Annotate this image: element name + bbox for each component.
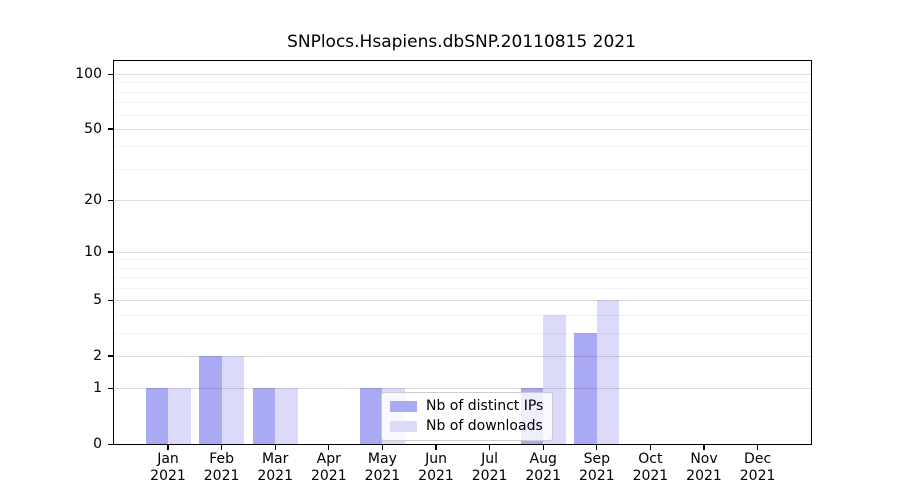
y-axis-tick [108,199,114,201]
y-axis-tick-label: 0 [93,436,102,452]
bar-nb-of-distinct-ips-feb [199,355,222,444]
x-axis-tick-label: Mar 2021 [257,451,293,484]
y-axis-tick [108,299,114,302]
bar-nb-of-distinct-ips-jan [145,388,168,444]
y-axis-tick-label: 20 [84,192,102,208]
x-axis-tick [703,445,705,450]
legend-label-distinct-ips: Nb of distinct IPs [426,398,544,414]
y-axis-tick [108,355,114,357]
x-axis-tick [649,445,652,450]
legend-swatch-downloads-icon [390,421,417,432]
x-axis-tick-label: Jun 2021 [418,451,454,484]
x-axis-tick [220,445,223,450]
x-axis-tick [167,445,169,450]
legend: Nb of distinct IPs Nb of downloads [381,392,554,441]
axis-layer: 0 1 2 5 10 20 50 100 Jan 2021 Feb 2021 Mar 2021 Apr… [75,61,811,484]
bar-nb-of-distinct-ips-sep [574,332,597,444]
y-axis-tick-label: 100 [75,66,102,83]
x-axis-tick [435,445,437,450]
bar-nb-of-downloads-feb [221,355,245,444]
x-axis-tick-label: Dec 2021 [739,451,776,484]
y-axis-tick [108,251,114,253]
x-axis-tick [274,445,276,450]
x-axis-tick-label: May 2021 [364,451,401,484]
x-axis-tick [328,445,330,450]
chart-title: SNPlocs.Hsapiens.dbSNP.20110815 2021 [287,32,636,52]
x-axis-tick-label: Jul 2021 [471,451,508,484]
x-axis-tick-label: Nov 2021 [686,451,722,484]
y-axis-tick-label: 5 [93,292,102,309]
x-axis-tick-label: Feb 2021 [203,451,240,484]
x-axis-tick-label: Oct 2021 [632,451,669,484]
x-axis-tick [488,445,491,450]
y-axis-tick-label: 1 [93,380,102,397]
y-axis-tick [108,73,114,75]
x-axis-tick [542,445,544,450]
bar-nb-of-distinct-ips-mar [252,388,276,444]
x-axis-tick-label: Sep 2021 [578,451,615,484]
bar-nb-of-distinct-ips-may [359,388,383,444]
legend-swatch-distinct-ips-icon [390,401,417,412]
legend-label-downloads: Nb of downloads [426,418,543,434]
bar-nb-of-downloads-jan [168,388,191,444]
x-axis-tick-label: Aug 2021 [525,451,561,484]
y-axis-tick [108,128,114,130]
bar-nb-of-downloads-sep [596,300,620,444]
x-axis-tick [596,445,598,450]
plot-area: 0 1 2 5 10 20 50 100 Jan 2021 Feb 2021 Mar 2021 Apr… [75,60,812,484]
x-axis-tick-label: Apr 2021 [310,451,347,484]
y-axis-tick [108,387,114,390]
bar-nb-of-downloads-mar [275,388,298,444]
legend-item-distinct-ips: Nb of distinct IPs [390,398,543,415]
y-axis-tick-label: 10 [84,243,102,260]
x-axis-tick [756,445,759,450]
x-axis-tick [381,445,384,450]
y-axis-tick-label: 50 [84,120,102,137]
y-axis-tick [108,443,114,445]
x-axis-tick-label: Jan 2021 [150,451,186,484]
y-axis-tick-label: 2 [93,347,102,364]
legend-item-downloads: Nb of downloads [390,418,543,435]
